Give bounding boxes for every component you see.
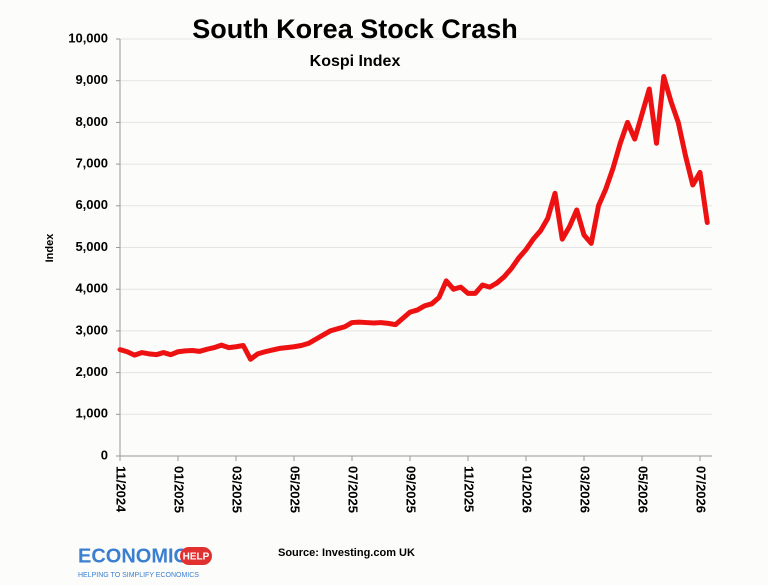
y-tick-label: 5,000 bbox=[75, 239, 108, 254]
chart-subtitle: Kospi Index bbox=[310, 53, 401, 70]
x-tick-label: 11/2025 bbox=[462, 466, 477, 512]
y-tick-label: 8,000 bbox=[75, 114, 108, 129]
y-tick-label: 1,000 bbox=[75, 406, 108, 421]
x-tick-label: 05/2025 bbox=[288, 466, 303, 513]
y-tick-label: 9,000 bbox=[75, 72, 108, 87]
kospi-line bbox=[117, 74, 710, 362]
x-tick-label: 01/2026 bbox=[520, 466, 535, 513]
y-tick-label: 7,000 bbox=[75, 156, 108, 171]
x-tick-label: 05/2026 bbox=[636, 466, 651, 513]
logo: ECONOMICS HELP HELPING TO SIMPLIFY ECONO… bbox=[78, 545, 212, 579]
x-tick-label: 01/2025 bbox=[172, 466, 187, 513]
source-note: Source: Investing.com UK bbox=[278, 547, 415, 559]
y-axis-label: Index bbox=[44, 233, 56, 263]
y-tick-label: 4,000 bbox=[75, 281, 108, 296]
logo-badge-bg bbox=[180, 547, 212, 565]
x-tick-label: 07/2025 bbox=[346, 466, 361, 513]
logo-name: ECONOMICS bbox=[78, 545, 201, 567]
x-tick-label: 11/2024 bbox=[114, 466, 129, 513]
x-tick-label: 03/2026 bbox=[578, 466, 593, 513]
x-tick-label: 07/2026 bbox=[694, 466, 709, 513]
y-tick-label: 10,000 bbox=[68, 30, 108, 45]
logo-badge: HELP bbox=[183, 552, 210, 563]
y-tick-label: 3,000 bbox=[75, 322, 108, 337]
logo-tagline: HELPING TO SIMPLIFY ECONOMICS bbox=[78, 572, 199, 579]
y-tick-label: 6,000 bbox=[75, 197, 108, 212]
y-tick-label: 0 bbox=[101, 447, 108, 462]
chart-title: South Korea Stock Crash bbox=[192, 14, 518, 44]
x-tick-label: 09/2025 bbox=[404, 466, 419, 513]
y-tick-label: 2,000 bbox=[75, 364, 108, 379]
x-tick-label: 03/2025 bbox=[230, 466, 245, 513]
